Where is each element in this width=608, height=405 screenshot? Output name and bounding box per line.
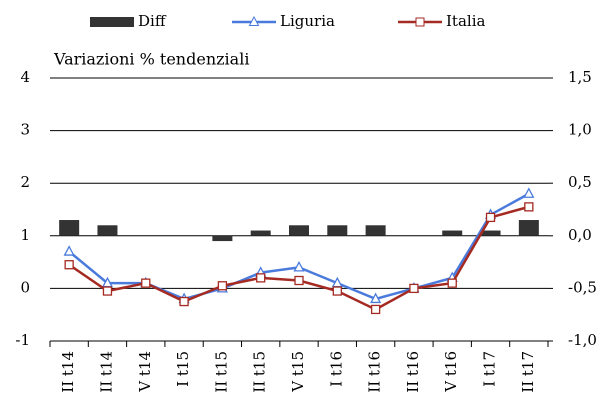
legend-swatch — [90, 17, 134, 27]
y2-tick-label: 1,5 — [568, 68, 592, 86]
bar — [365, 225, 386, 236]
legend-label: Italia — [446, 12, 485, 30]
x-tick-label: I t16 — [327, 351, 345, 387]
bar — [59, 220, 80, 236]
y2-tick-label: 1,0 — [568, 121, 592, 139]
y2-tick-label: 0,0 — [568, 226, 592, 244]
bar — [289, 225, 309, 236]
x-tick-label: I t15 — [174, 351, 192, 387]
marker — [523, 187, 535, 198]
x-tick-label: II t16 — [404, 351, 422, 393]
marker — [332, 286, 342, 296]
marker — [102, 286, 113, 296]
legend-marker — [248, 15, 260, 26]
marker — [485, 212, 496, 223]
bar — [442, 230, 463, 236]
marker — [293, 260, 305, 272]
bar — [250, 230, 271, 236]
x-tick-label: II t15 — [212, 351, 230, 393]
bar — [327, 225, 348, 236]
marker — [63, 245, 75, 256]
marker — [217, 281, 228, 291]
x-tick-label: V t14 — [136, 351, 154, 393]
marker — [409, 283, 419, 294]
y2-tick-label: -0,5 — [568, 278, 597, 296]
legend-label: Diff — [138, 12, 167, 30]
marker — [524, 202, 534, 212]
bar — [212, 235, 233, 242]
y-tick-label: 3 — [20, 121, 30, 139]
marker — [179, 296, 189, 307]
x-tick-label: I t17 — [481, 351, 499, 387]
y-tick-label: -1 — [15, 331, 30, 349]
y2-tick-label: -1,0 — [568, 331, 597, 349]
marker — [294, 275, 304, 286]
marker — [64, 260, 74, 270]
y2-tick-label: 0,5 — [568, 173, 592, 191]
legend-marker — [415, 17, 425, 27]
x-tick-label: V t16 — [442, 351, 460, 393]
x-tick-label: II t17 — [519, 351, 537, 393]
x-tick-label: II t15 — [251, 351, 269, 393]
x-tick-label: II t14 — [59, 351, 77, 393]
bar — [480, 230, 501, 236]
y-tick-label: 2 — [20, 173, 30, 191]
marker — [370, 292, 382, 304]
y-tick-label: 4 — [20, 68, 30, 86]
line — [68, 205, 530, 311]
legend-label: Liguria — [280, 12, 335, 30]
x-tick-label: II t14 — [97, 351, 115, 393]
y-tick-label: 1 — [20, 226, 30, 244]
x-tick-label: V t15 — [289, 351, 307, 393]
bar — [97, 225, 118, 236]
chart-subtitle: Variazioni % tendenziali — [53, 50, 249, 69]
x-tick-label: II t16 — [366, 351, 384, 393]
y-tick-label: 0 — [20, 278, 30, 296]
marker — [447, 278, 457, 288]
marker — [370, 304, 381, 315]
marker — [141, 278, 151, 288]
bar — [518, 220, 539, 236]
marker — [256, 273, 266, 283]
